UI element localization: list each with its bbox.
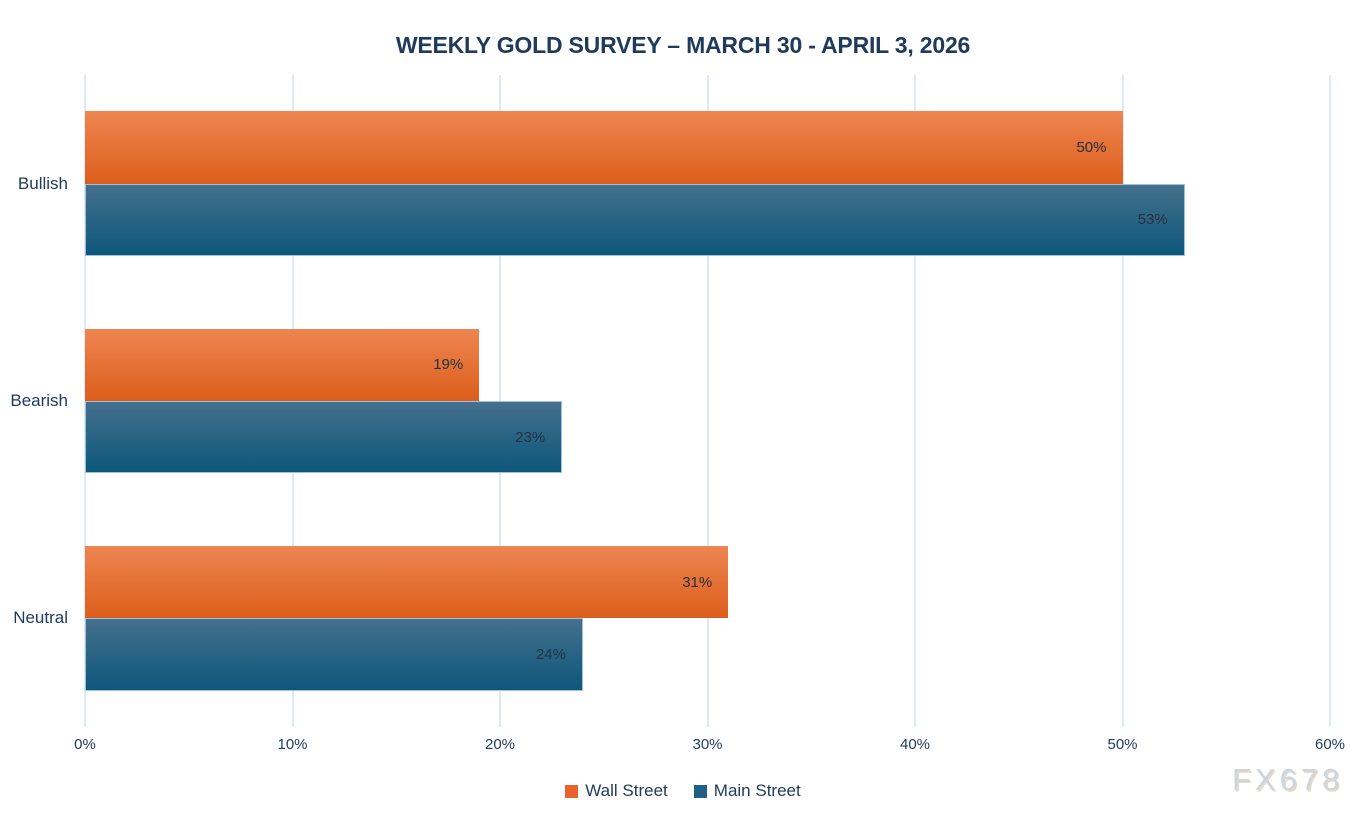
- bar-bullish-wall-street: 50%: [85, 111, 1123, 184]
- category-label-bearish: Bearish: [10, 391, 68, 410]
- chart-title: WEEKLY GOLD SURVEY – MARCH 30 - APRIL 3,…: [395, 32, 971, 58]
- legend-swatch-icon-main-street: [693, 784, 707, 798]
- bar-value-label-neutral-main-street: 24%: [535, 646, 566, 664]
- legend-swatch-icon-wall-street: [565, 784, 579, 798]
- plot-area: 50% 53% 19% 23% 31% 24%: [84, 75, 1331, 727]
- x-tick-0%: 0%: [74, 736, 96, 753]
- gridline-50%: [1121, 75, 1124, 727]
- x-tick-50%: 50%: [1107, 736, 1138, 753]
- x-axis: 0% 10% 20% 30% 40% 50% 60%: [0, 736, 1366, 758]
- x-tick-30%: 30%: [692, 736, 723, 753]
- bar-bearish-main-street: 23%: [85, 401, 563, 474]
- gridline-30%: [706, 75, 709, 727]
- legend-label-wall-street: Wall Street: [585, 781, 668, 800]
- bar-value-label-bullish-wall-street: 50%: [1076, 138, 1107, 156]
- watermark: FX678: [1232, 762, 1344, 797]
- legend: Wall Street Main Street: [0, 781, 1366, 801]
- bar-value-label-bearish-main-street: 23%: [515, 428, 546, 446]
- x-tick-40%: 40%: [899, 736, 931, 753]
- bar-value-label-bullish-main-street: 53%: [1137, 211, 1168, 229]
- bar-bullish-main-street: 53%: [85, 183, 1185, 257]
- legend-label-main-street: Main Street: [713, 781, 801, 800]
- x-tick-60%: 60%: [1314, 736, 1346, 753]
- bar-value-label-bearish-wall-street: 19%: [433, 356, 464, 374]
- legend-item-main-street: Main Street: [693, 781, 801, 801]
- gridline-40%: [914, 75, 916, 727]
- legend-item-wall-street: Wall Street: [565, 781, 668, 801]
- bar-bearish-wall-street: 19%: [85, 328, 480, 401]
- gridline-60%: [1329, 75, 1331, 727]
- bar-neutral-wall-street: 31%: [85, 545, 729, 619]
- category-label-neutral: Neutral: [13, 608, 68, 628]
- bar-value-label-neutral-wall-street: 31%: [682, 573, 713, 591]
- x-tick-20%: 20%: [484, 736, 516, 753]
- x-tick-10%: 10%: [277, 736, 308, 753]
- bar-neutral-main-street: 24%: [85, 618, 583, 691]
- category-label-bullish: Bullish: [17, 173, 68, 193]
